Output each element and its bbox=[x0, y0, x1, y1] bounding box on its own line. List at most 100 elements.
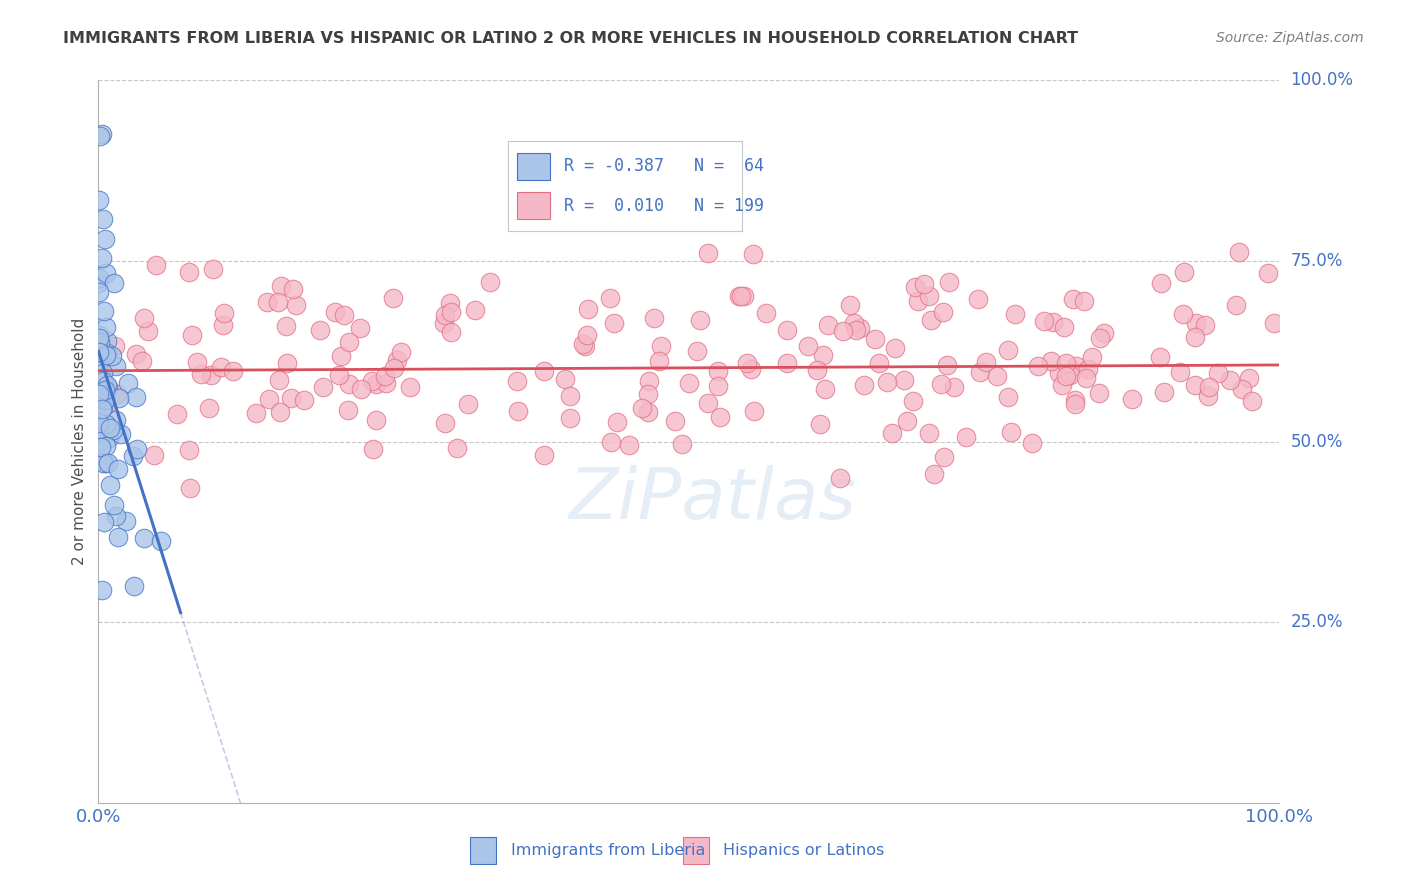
Text: 75.0%: 75.0% bbox=[1291, 252, 1343, 270]
Point bbox=[212, 318, 235, 333]
Point bbox=[100, 349, 122, 363]
Point bbox=[868, 356, 890, 370]
Point bbox=[828, 471, 851, 485]
Point bbox=[1206, 367, 1229, 381]
Point bbox=[94, 456, 117, 470]
Point bbox=[91, 583, 114, 598]
Point bbox=[1033, 313, 1056, 327]
Point bbox=[325, 305, 347, 319]
Text: Source: ZipAtlas.com: Source: ZipAtlas.com bbox=[1216, 31, 1364, 45]
Point bbox=[103, 498, 125, 512]
Text: 25.0%: 25.0% bbox=[1291, 613, 1343, 632]
Point bbox=[89, 285, 111, 299]
Point bbox=[105, 387, 128, 401]
Point bbox=[91, 401, 114, 416]
Point bbox=[578, 302, 600, 317]
Point bbox=[1237, 371, 1260, 385]
Point bbox=[907, 294, 929, 309]
Point bbox=[1173, 265, 1195, 279]
Point bbox=[375, 376, 398, 391]
Text: IMMIGRANTS FROM LIBERIA VS HISPANIC OR LATINO 2 OR MORE VEHICLES IN HOUSEHOLD CO: IMMIGRANTS FROM LIBERIA VS HISPANIC OR L… bbox=[63, 31, 1078, 46]
Point bbox=[643, 310, 665, 325]
Point bbox=[617, 438, 640, 452]
Point bbox=[637, 405, 659, 419]
Point bbox=[730, 289, 752, 303]
Point bbox=[1090, 331, 1112, 345]
Point bbox=[1076, 370, 1098, 384]
Point bbox=[1080, 351, 1102, 365]
Point bbox=[742, 247, 765, 261]
Point bbox=[98, 421, 121, 435]
Text: 50.0%: 50.0% bbox=[1291, 433, 1343, 450]
Point bbox=[1121, 392, 1143, 407]
Point bbox=[1054, 356, 1077, 370]
Point bbox=[918, 289, 941, 303]
Point bbox=[107, 530, 129, 544]
Text: Immigrants from Liberia: Immigrants from Liberia bbox=[510, 843, 704, 858]
Point bbox=[127, 442, 149, 456]
Point bbox=[337, 334, 360, 349]
Point bbox=[101, 423, 124, 437]
Point bbox=[385, 353, 408, 368]
Point bbox=[1004, 307, 1026, 321]
Point bbox=[707, 364, 730, 378]
Point bbox=[997, 390, 1019, 404]
Point bbox=[560, 411, 582, 425]
Point bbox=[285, 298, 308, 312]
Point bbox=[177, 265, 200, 279]
Point bbox=[132, 531, 155, 545]
Point bbox=[806, 363, 828, 377]
Point bbox=[91, 251, 114, 265]
Point bbox=[110, 426, 132, 441]
Point bbox=[91, 401, 114, 415]
Point bbox=[603, 316, 626, 330]
Point bbox=[727, 289, 749, 303]
Point bbox=[1184, 316, 1206, 330]
Point bbox=[936, 359, 959, 373]
Text: R = -0.387   N =  64: R = -0.387 N = 64 bbox=[564, 157, 765, 176]
Point bbox=[882, 426, 904, 441]
FancyBboxPatch shape bbox=[683, 837, 709, 864]
Point bbox=[97, 456, 120, 470]
Point bbox=[560, 389, 582, 403]
Point bbox=[98, 478, 121, 492]
Point bbox=[89, 334, 111, 349]
Point bbox=[1198, 380, 1220, 394]
Point bbox=[637, 387, 659, 401]
Point bbox=[479, 275, 502, 289]
Point bbox=[434, 417, 457, 431]
Point bbox=[97, 380, 120, 394]
Point bbox=[382, 360, 405, 375]
Point bbox=[776, 356, 799, 370]
Point bbox=[94, 267, 117, 281]
Point bbox=[883, 341, 905, 355]
Point bbox=[269, 373, 291, 387]
Point bbox=[1047, 366, 1070, 380]
Point bbox=[308, 323, 330, 337]
Point bbox=[104, 413, 127, 427]
Point bbox=[1257, 266, 1279, 280]
Point bbox=[104, 339, 127, 353]
Point bbox=[1194, 318, 1216, 332]
Point bbox=[96, 377, 118, 392]
Point bbox=[1088, 385, 1111, 400]
Point bbox=[91, 212, 114, 227]
Point bbox=[506, 404, 529, 418]
Point bbox=[91, 345, 114, 359]
Point bbox=[374, 369, 396, 384]
Point bbox=[87, 331, 110, 345]
Point bbox=[697, 246, 720, 260]
Point bbox=[863, 333, 886, 347]
Point bbox=[955, 430, 977, 444]
Point bbox=[274, 319, 297, 334]
Point bbox=[94, 439, 117, 453]
Point bbox=[849, 321, 872, 335]
Point bbox=[124, 347, 146, 361]
Point bbox=[98, 431, 121, 445]
Point bbox=[1064, 397, 1087, 411]
Point bbox=[89, 128, 111, 143]
Point bbox=[267, 294, 290, 309]
Point bbox=[533, 364, 555, 378]
Point bbox=[797, 339, 820, 353]
Point bbox=[967, 292, 990, 306]
